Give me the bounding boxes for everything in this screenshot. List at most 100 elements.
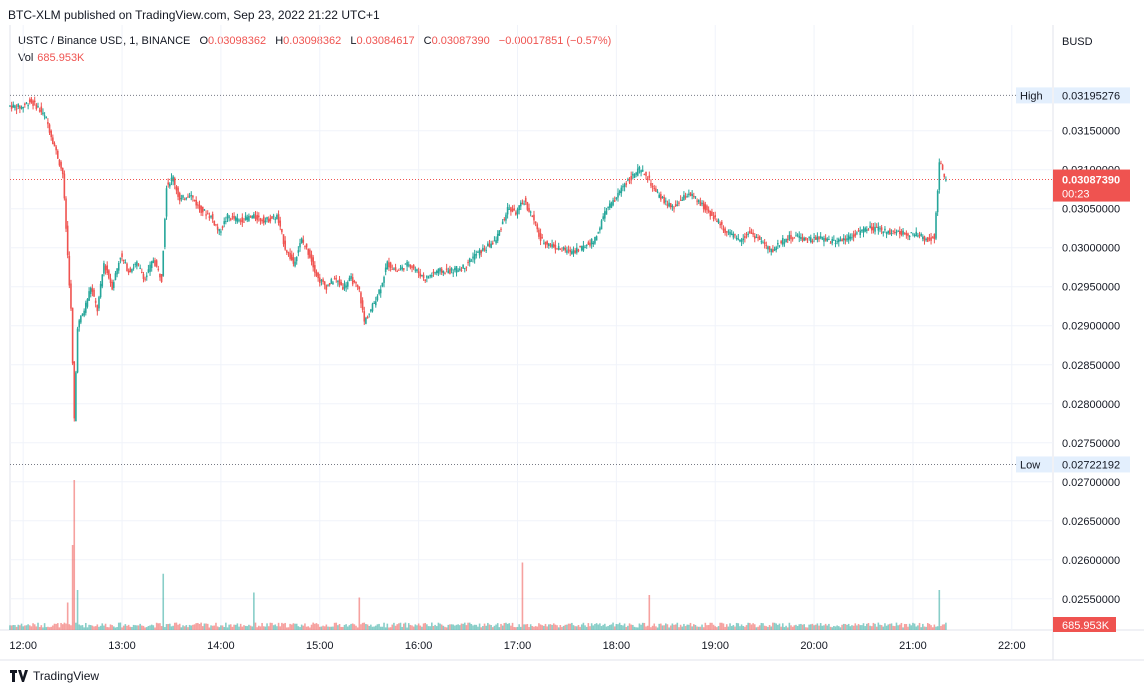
volume-bar (793, 625, 796, 630)
volume-bar (556, 625, 558, 630)
x-tick-label: 13:00 (108, 640, 136, 652)
candle-body (480, 250, 483, 254)
volume-bar (635, 627, 637, 630)
volume-bar (923, 626, 926, 630)
volume-bar (538, 623, 540, 630)
candle-body (412, 265, 415, 269)
candle-body (577, 249, 580, 252)
volume-bar (531, 626, 534, 630)
candle-body (76, 328, 79, 373)
candle-body (294, 261, 296, 267)
volume-bar (580, 624, 583, 630)
volume-bar (340, 626, 342, 630)
candle-body (75, 372, 77, 422)
y-tick-label: 0.02700000 (1062, 477, 1120, 489)
candle-body (837, 239, 840, 243)
volume-bar (335, 622, 338, 630)
candle-body (473, 254, 476, 260)
volume-bar (610, 624, 613, 630)
candle-body (574, 250, 576, 253)
candle-body (355, 281, 357, 284)
candle-body (286, 250, 288, 253)
volume-bar (750, 624, 753, 630)
candle-body (244, 215, 247, 221)
volume-bar (330, 626, 333, 630)
candle-body (900, 230, 903, 236)
volume-bar (663, 625, 665, 630)
volume-bar (681, 626, 684, 630)
candle-body (282, 234, 285, 245)
candle-body (877, 226, 880, 231)
volume-bar (427, 626, 430, 630)
volume-bar (249, 625, 252, 630)
volume-bar (238, 626, 240, 630)
candle-body (590, 238, 593, 245)
candle-body (529, 211, 532, 213)
candle-body (515, 212, 517, 215)
volume-bar (154, 627, 156, 630)
volume-bar (384, 627, 387, 630)
candle-body (332, 282, 334, 285)
volume-bar (91, 625, 94, 630)
candle-body (337, 281, 339, 283)
volume-bar (452, 624, 455, 630)
candle-body (361, 300, 364, 310)
volume-bar (719, 622, 721, 630)
candle-body (262, 216, 265, 224)
volume-bar (818, 625, 820, 630)
candle-body (724, 228, 726, 233)
candle-body (404, 263, 407, 265)
candle-body (884, 228, 886, 231)
candle-body (254, 215, 257, 219)
candle-body (61, 167, 64, 175)
volume-bar (628, 623, 631, 630)
candle-body (299, 243, 301, 248)
volume-bar (259, 626, 262, 630)
candle-body (493, 240, 496, 242)
candle-body (889, 229, 891, 235)
candle-body (704, 204, 707, 211)
candle-body (628, 181, 631, 183)
volume-bar (210, 625, 212, 630)
volume-bar (707, 625, 710, 630)
volume-bar (717, 626, 720, 630)
candle-body (707, 209, 710, 212)
candle-body (478, 249, 481, 256)
volume-bar (356, 627, 359, 630)
volume-bar (48, 627, 51, 630)
candle-body (894, 231, 896, 233)
candle-body (734, 234, 736, 236)
volume-bar (473, 624, 476, 630)
volume-bar (831, 627, 834, 630)
volume-bar (457, 624, 459, 630)
high-value: 0.03098362 (283, 35, 342, 47)
candle-body (317, 272, 319, 279)
volume-bar (61, 624, 64, 630)
candle-body (809, 237, 812, 242)
volume-bar (679, 624, 682, 630)
candle-body (543, 243, 545, 245)
candle-body (729, 231, 731, 235)
volume-bar (83, 627, 85, 630)
volume-bar (768, 624, 771, 630)
volume-bar (814, 624, 817, 630)
volume-bar (528, 627, 530, 630)
volume-legend: Vol 685.953K (18, 52, 84, 64)
volume-bar (53, 623, 56, 630)
candle-body (20, 107, 23, 109)
candle-body (325, 285, 328, 290)
candle-body (926, 237, 929, 242)
candle-body (42, 112, 44, 115)
candle-body (414, 269, 417, 271)
volume-bar (788, 622, 791, 630)
candle-body (89, 287, 92, 294)
candle-body (762, 242, 764, 244)
volume-bar (363, 622, 366, 630)
volume-bar (332, 626, 334, 630)
volume-bar (487, 622, 489, 630)
candle-body (646, 178, 649, 180)
volume-bar (699, 626, 702, 630)
candle-body (113, 282, 115, 288)
volume-bar (442, 625, 445, 630)
